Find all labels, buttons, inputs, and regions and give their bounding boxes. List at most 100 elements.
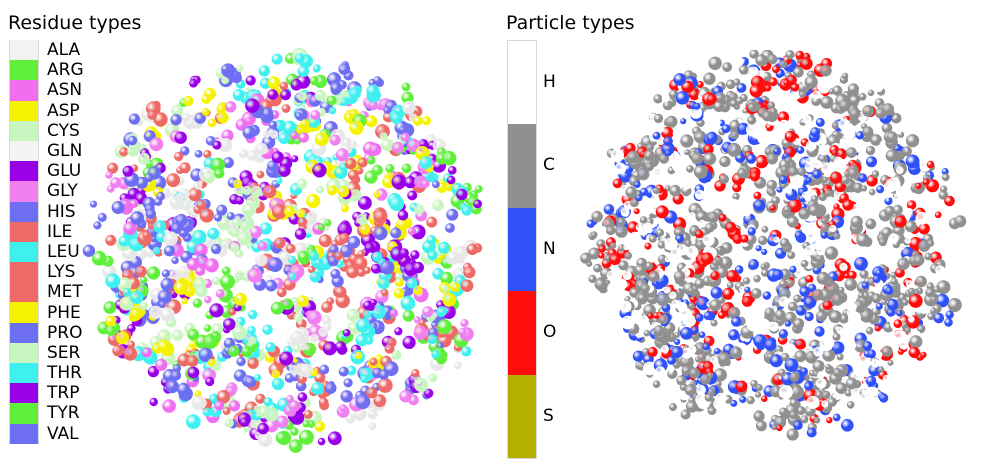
atom-sphere: [339, 232, 350, 244]
atom-sphere: [736, 168, 747, 179]
atom-sphere: [609, 253, 621, 266]
atom-sphere: [915, 211, 929, 225]
atom-sphere: [317, 223, 326, 231]
atom-sphere: [718, 352, 731, 365]
atom-sphere: [377, 277, 390, 290]
atom-sphere: [762, 291, 772, 300]
residue-legend-item-glu: GLU: [9, 161, 84, 182]
atom-sphere: [343, 378, 353, 388]
atom-sphere: [872, 274, 881, 283]
atom-sphere: [744, 286, 751, 293]
atom-sphere: [413, 316, 421, 324]
atom-sphere: [908, 293, 923, 308]
residue-label: SER: [47, 342, 81, 363]
atom-sphere: [223, 318, 236, 331]
atom-sphere: [850, 215, 863, 228]
atom-sphere: [713, 347, 721, 355]
atom-sphere: [749, 171, 760, 182]
atom-sphere: [329, 134, 341, 146]
atom-sphere: [627, 221, 640, 234]
atom-sphere: [753, 410, 765, 422]
atom-sphere: [881, 299, 888, 306]
atom-sphere: [838, 99, 851, 112]
atom-sphere: [119, 296, 134, 311]
atom-sphere: [808, 284, 817, 293]
atom-sphere: [824, 127, 833, 136]
atom-sphere: [105, 234, 117, 246]
atom-sphere: [819, 76, 827, 84]
atom-sphere: [816, 310, 827, 322]
atom-sphere: [345, 158, 357, 170]
atom-sphere: [828, 88, 835, 95]
atom-sphere: [450, 282, 461, 293]
atom-sphere: [761, 395, 768, 403]
atom-sphere: [892, 330, 907, 344]
atom-sphere: [187, 366, 200, 379]
atom-sphere: [371, 251, 383, 263]
atom-sphere: [221, 64, 230, 74]
atom-sphere: [366, 84, 380, 98]
atom-sphere: [811, 228, 820, 237]
atom-sphere: [426, 216, 438, 228]
atom-sphere: [369, 358, 378, 366]
residue-swatch: [9, 262, 39, 283]
atom-sphere: [363, 310, 372, 319]
atom-sphere: [708, 56, 722, 70]
atom-sphere: [848, 94, 861, 107]
atom-sphere: [684, 239, 692, 247]
atom-sphere: [661, 94, 670, 103]
atom-sphere: [422, 306, 434, 318]
atom-sphere: [728, 306, 741, 319]
atom-sphere: [838, 286, 845, 294]
atom-sphere: [897, 348, 904, 355]
atom-sphere: [764, 338, 777, 351]
atom-sphere: [865, 218, 877, 230]
atom-sphere: [800, 259, 809, 268]
atom-sphere: [335, 148, 349, 162]
atom-sphere: [410, 250, 420, 260]
residue-legend-item-met: MET: [9, 282, 84, 303]
residue-swatch: [9, 40, 39, 61]
atom-sphere: [726, 270, 739, 282]
atom-sphere: [804, 311, 814, 322]
atom-sphere: [428, 373, 438, 383]
atom-sphere: [194, 243, 208, 257]
atom-sphere: [768, 77, 778, 87]
atom-sphere: [346, 265, 359, 279]
atom-sphere: [145, 208, 157, 220]
atom-sphere: [897, 257, 910, 271]
atom-sphere: [297, 217, 308, 227]
atom-sphere: [267, 257, 283, 273]
atom-sphere: [909, 335, 923, 349]
residue-legend-item-his: HIS: [9, 201, 84, 222]
atom-sphere: [716, 246, 723, 253]
atom-sphere: [201, 94, 212, 104]
atom-sphere: [904, 220, 917, 233]
atom-sphere: [322, 341, 337, 356]
atom-sphere: [813, 416, 821, 424]
atom-sphere: [207, 227, 220, 240]
atom-sphere: [859, 309, 874, 323]
atom-sphere: [676, 375, 687, 386]
atom-sphere: [799, 286, 810, 297]
atom-sphere: [697, 353, 706, 362]
atom-sphere: [293, 312, 304, 322]
atom-sphere: [930, 307, 937, 315]
atom-sphere: [241, 346, 253, 357]
atom-sphere: [130, 290, 144, 304]
atom-sphere: [694, 229, 704, 239]
atom-sphere: [195, 285, 208, 298]
atom-sphere: [288, 365, 299, 375]
residue-legend-item-gln: GLN: [9, 140, 84, 162]
atom-sphere: [785, 50, 795, 60]
atom-sphere: [876, 185, 885, 194]
atom-sphere: [676, 301, 685, 310]
atom-sphere: [399, 390, 412, 403]
atom-sphere: [796, 146, 805, 154]
atom-sphere: [427, 250, 438, 261]
atom-sphere: [682, 181, 691, 190]
atom-sphere: [368, 143, 382, 156]
atom-sphere: [673, 226, 685, 238]
atom-sphere: [168, 269, 181, 282]
atom-sphere: [802, 129, 810, 137]
